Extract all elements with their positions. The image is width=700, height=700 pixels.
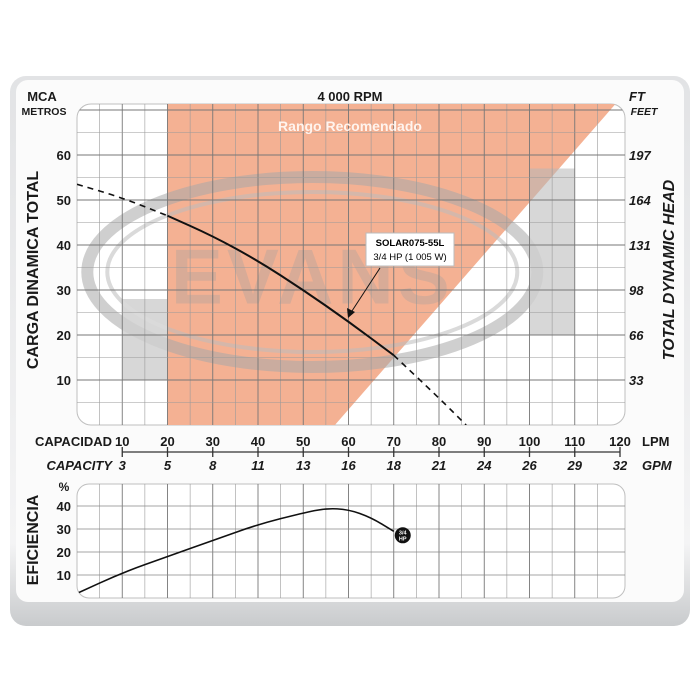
- x-axis-unit-2: GPM: [642, 458, 673, 473]
- right-unit-top: FT: [629, 89, 646, 104]
- x-tick-label: 40: [251, 434, 265, 449]
- x-tick-label-gpm: 3: [119, 458, 127, 473]
- x-tick-label-gpm: 8: [209, 458, 217, 473]
- y-axis-label: CARGA DINAMICA TOTAL: [25, 171, 42, 369]
- efficiency-tick-label: 10: [57, 568, 71, 583]
- right-unit: FEET: [631, 106, 659, 118]
- x-tick-label-gpm: 18: [387, 458, 402, 473]
- x-tick-label: 30: [206, 434, 220, 449]
- recommended-range-label: Rango Recomendado: [278, 118, 422, 134]
- x-tick-label-gpm: 16: [341, 458, 356, 473]
- x-tick-label: 120: [609, 434, 631, 449]
- hp-badge-bottom: HP: [399, 536, 407, 542]
- model-label-box: [365, 232, 455, 267]
- head-curve-dashed-left: [77, 183, 168, 217]
- annotation-arrow: [349, 267, 381, 315]
- efficiency-plot-content: [77, 484, 625, 598]
- x-tick-label-gpm: 26: [521, 458, 537, 473]
- efficiency-tick-label: 40: [57, 499, 71, 514]
- x-tick-label: 110: [564, 434, 585, 449]
- arrow-head-icon: [347, 308, 355, 318]
- x-tick-label: 90: [477, 434, 491, 449]
- y-axis-label-right: TOTAL DYNAMIC HEAD: [661, 179, 678, 360]
- x-tick-label: 100: [519, 434, 541, 449]
- y-tick-label-right: 131: [629, 238, 651, 253]
- y-tick-label-right: 164: [629, 193, 651, 208]
- y-tick-label-right: 66: [629, 328, 644, 343]
- y-tick-label: 50: [57, 193, 71, 208]
- left-unit-top: MCA: [27, 89, 57, 104]
- y-tick-label-right: 98: [629, 283, 644, 298]
- model-name: SOLAR075-55L: [376, 238, 445, 249]
- y-tick-label: 10: [57, 373, 71, 388]
- x-tick-label-gpm: 21: [431, 458, 446, 473]
- efficiency-tick-label: 30: [57, 522, 71, 537]
- y-tick-label: 60: [57, 148, 71, 163]
- x-axis-label: CAPACIDAD: [35, 434, 112, 449]
- head-curve-solid: [167, 214, 395, 357]
- efficiency-curve: [77, 507, 395, 595]
- hp-badge-top: 3/4: [399, 530, 408, 536]
- x-axis-unit: LPM: [642, 434, 669, 449]
- x-axis-label-2: CAPACITY: [47, 458, 114, 473]
- x-tick-label-gpm: 13: [296, 458, 311, 473]
- chart-title: 4 000 RPM: [317, 89, 382, 104]
- x-tick-label: 10: [115, 434, 129, 449]
- x-tick-label: 20: [160, 434, 174, 449]
- x-tick-label: 70: [387, 434, 401, 449]
- x-tick-label: 60: [341, 434, 355, 449]
- x-tick-label-gpm: 24: [476, 458, 492, 473]
- x-tick-label: 50: [296, 434, 310, 449]
- model-power: 3/4 HP (1 005 W): [373, 252, 446, 263]
- y-tick-label: 40: [57, 238, 71, 253]
- left-unit: METROS: [22, 106, 67, 118]
- hp-badge: [394, 527, 411, 544]
- efficiency-plot-area: [76, 483, 626, 599]
- efficiency-tick-label: 20: [57, 545, 71, 560]
- y-tick-label: 30: [57, 283, 71, 298]
- x-tick-label-gpm: 5: [164, 458, 172, 473]
- efficiency-axis-label: EFICIENCIA: [25, 494, 42, 585]
- x-tick-label-gpm: 32: [613, 458, 628, 473]
- y-tick-label-right: 33: [629, 373, 644, 388]
- x-tick-label: 80: [432, 434, 446, 449]
- watermark-ellipse: [81, 171, 544, 373]
- x-tick-label-gpm: 29: [567, 458, 583, 473]
- y-tick-label: 20: [57, 328, 71, 343]
- head-curve-dashed-right: [393, 354, 467, 425]
- y-tick-label-right: 197: [629, 148, 651, 163]
- watermark-ellipse-inner: [105, 190, 520, 354]
- x-tick-label-gpm: 11: [251, 458, 265, 473]
- efficiency-unit: %: [59, 480, 70, 494]
